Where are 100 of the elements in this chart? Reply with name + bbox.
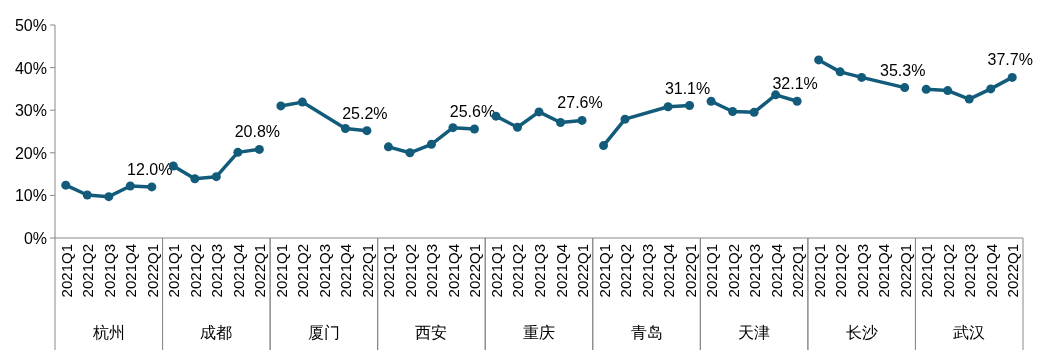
point <box>254 144 264 154</box>
point <box>297 97 307 107</box>
x-tick-label: 2022Q1 <box>358 244 376 298</box>
x-tick-label: 2022Q1 <box>1004 244 1022 298</box>
x-tick-label: 2022Q1 <box>896 244 914 298</box>
x-tick-label: 2021Q3 <box>423 244 441 298</box>
point <box>125 181 135 191</box>
point <box>857 72 867 82</box>
text: 杭州 <box>91 324 125 341</box>
x-tick-label: 2021Q1 <box>595 244 613 298</box>
x-tick-label: 2021Q2 <box>939 244 957 298</box>
x-tick-label: 2021Q3 <box>208 244 226 298</box>
x-tick-label: 2021Q3 <box>100 244 118 298</box>
x-tick-label: 2021Q1 <box>487 244 505 298</box>
point <box>469 124 479 134</box>
x-tick-label: 2021Q4 <box>122 244 140 298</box>
point <box>190 174 200 184</box>
point <box>104 192 114 202</box>
point <box>147 182 157 192</box>
point <box>792 96 802 106</box>
x-tick-label: 2021Q1 <box>703 244 721 298</box>
point <box>706 96 716 106</box>
point <box>211 172 221 182</box>
data-label: 12.0% <box>127 160 173 178</box>
x-tick-label: 2021Q1 <box>57 244 75 298</box>
point <box>340 124 350 134</box>
y-tick-label: 50% <box>14 17 47 34</box>
x-tick-label: 2021Q2 <box>186 244 204 298</box>
point <box>814 55 824 65</box>
x-tick-label: 2021Q1 <box>810 244 828 298</box>
x-tick-label: 2021Q2 <box>294 244 312 298</box>
x-tick-label: 2021Q1 <box>380 244 398 298</box>
x-tick-label: 2021Q2 <box>79 244 97 298</box>
x-tick-label: 2021Q2 <box>509 244 527 298</box>
point <box>943 86 953 96</box>
point <box>233 147 243 157</box>
point <box>1007 72 1017 82</box>
data-label: 20.8% <box>234 123 281 141</box>
point <box>448 123 458 133</box>
x-tick-label: 2021Q3 <box>961 244 979 298</box>
x-tick-label: 2021Q3 <box>315 244 333 298</box>
point <box>577 115 587 125</box>
x-tick-label: 2021Q2 <box>401 244 419 298</box>
point <box>82 190 92 200</box>
data-label: 25.6% <box>449 102 496 120</box>
point <box>512 122 522 132</box>
y-tick-label: 10% <box>14 187 47 205</box>
x-tick-label: 2021Q4 <box>552 244 570 298</box>
text: 武汉 <box>953 324 986 341</box>
x-tick-label: 2021Q3 <box>853 244 871 298</box>
text: 西安 <box>415 324 448 341</box>
point <box>362 126 372 136</box>
point <box>771 90 781 100</box>
data-label: 32.1% <box>772 75 818 93</box>
x-tick-label: 2022Q1 <box>251 244 269 298</box>
x-tick-label: 2021Q4 <box>660 244 678 298</box>
x-tick-label: 2021Q4 <box>337 244 355 298</box>
x-tick-label: 2022Q1 <box>574 244 592 298</box>
x-tick-label: 2022Q1 <box>789 244 807 298</box>
x-tick-label: 2021Q2 <box>617 244 635 298</box>
point <box>61 180 71 190</box>
point <box>534 107 544 117</box>
point <box>556 118 566 128</box>
text: 长沙 <box>845 324 878 341</box>
point <box>835 67 845 77</box>
text: 天津 <box>738 324 771 341</box>
x-tick-label: 2021Q2 <box>724 244 742 298</box>
point <box>405 148 415 158</box>
point <box>620 114 630 124</box>
data-label: 35.3% <box>880 61 926 79</box>
x-tick-label: 2021Q1 <box>272 244 290 298</box>
point <box>663 102 673 112</box>
point <box>986 84 996 94</box>
point <box>383 142 393 152</box>
y-tick-label: 30% <box>14 102 47 120</box>
data-label: 31.1% <box>664 79 711 97</box>
x-tick-label: 2022Q1 <box>143 244 161 298</box>
point <box>599 141 609 151</box>
text: 青岛 <box>630 324 663 341</box>
x-tick-label: 2022Q1 <box>681 244 699 298</box>
x-tick-label: 2021Q4 <box>444 244 462 298</box>
x-tick-label: 2021Q4 <box>767 244 785 298</box>
x-tick-label: 2021Q4 <box>229 244 247 298</box>
y-tick-label: 0% <box>23 230 47 247</box>
x-tick-label: 2021Q1 <box>918 244 936 298</box>
x-tick-label: 2021Q1 <box>165 244 183 298</box>
point <box>685 101 695 111</box>
text: 重庆 <box>523 324 555 341</box>
point <box>276 101 286 111</box>
data-label: 27.6% <box>557 94 603 112</box>
x-tick-label: 2021Q4 <box>982 244 1000 298</box>
x-tick-label: 2021Q4 <box>875 244 893 298</box>
text: 成都 <box>200 324 233 341</box>
x-tick-label: 2022Q1 <box>466 244 484 298</box>
data-label: 25.2% <box>342 104 388 122</box>
point <box>749 107 759 117</box>
y-tick-label: 40% <box>14 59 47 77</box>
point <box>728 106 738 116</box>
text: 厦门 <box>307 324 340 341</box>
x-tick-label: 2021Q3 <box>746 244 764 298</box>
